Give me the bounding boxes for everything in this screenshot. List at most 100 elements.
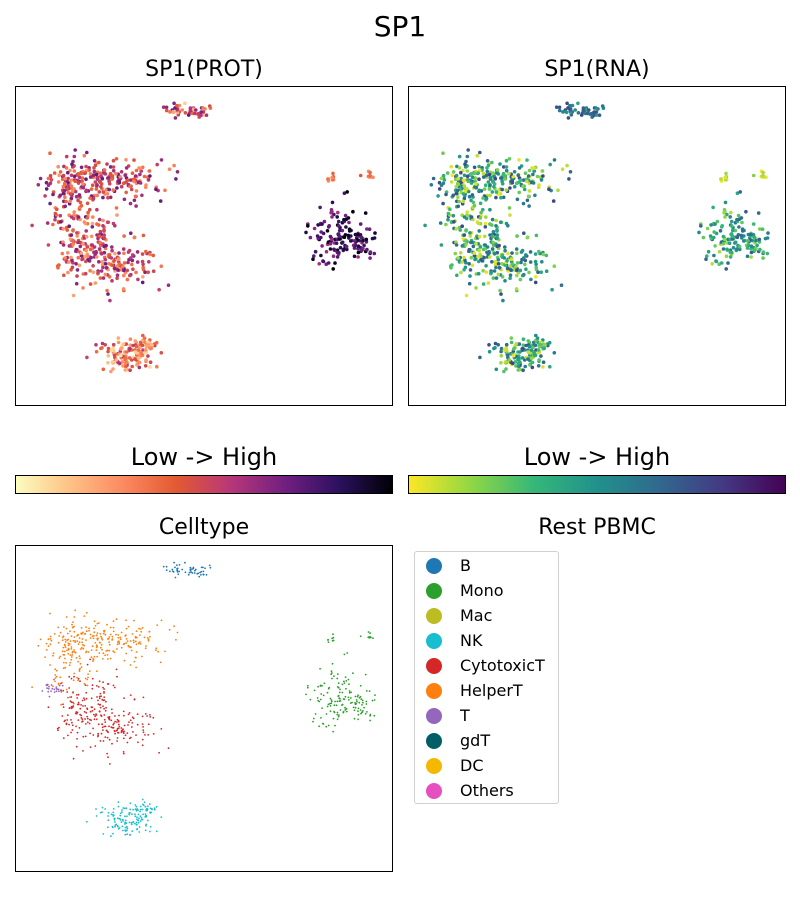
scatter-point: [554, 105, 559, 109]
scatter-point: [120, 360, 125, 364]
scatter-point: [496, 343, 501, 347]
scatter-point: [64, 199, 68, 204]
celltype-point: [72, 691, 74, 694]
celltype-point: [336, 673, 339, 675]
scatter-point: [52, 171, 57, 175]
scatter-point: [122, 261, 127, 265]
celltype-point: [108, 738, 111, 741]
celltype-point: [133, 641, 135, 644]
celltype-point: [68, 687, 71, 689]
celltype-point: [145, 824, 147, 827]
scatter-point: [89, 187, 94, 191]
scatter-point: [453, 251, 458, 256]
scatter-point: [565, 163, 569, 168]
scatter-point: [749, 250, 754, 255]
celltype-point: [120, 646, 123, 649]
celltype-point: [70, 635, 73, 637]
scatter-point: [500, 181, 505, 186]
scatter-point: [158, 199, 163, 203]
scatter-point: [77, 175, 82, 179]
scatter-point: [128, 178, 133, 182]
scatter-point: [84, 229, 88, 233]
celltype-point: [317, 699, 320, 702]
scatter-point: [332, 247, 336, 252]
celltype-point: [352, 672, 354, 675]
celltype-point: [88, 629, 90, 632]
celltype-point: [139, 820, 142, 822]
scatter-point: [474, 182, 478, 186]
scatter-point: [481, 171, 486, 176]
scatter-point: [461, 192, 466, 196]
scatter-point: [203, 107, 207, 111]
scatter-point: [99, 184, 103, 189]
scatter-point: [372, 251, 377, 256]
celltype-point: [306, 684, 309, 687]
celltype-point: [88, 670, 91, 673]
celltype-point: [47, 687, 50, 690]
scatter-point: [94, 187, 99, 191]
celltype-point: [333, 710, 335, 713]
celltype-point: [184, 561, 186, 564]
scatter-point: [83, 271, 88, 276]
rna-colorbar-label: Low -> High: [523, 443, 671, 471]
scatter-point: [362, 243, 366, 248]
celltype-point: [108, 718, 111, 721]
scatter-point: [486, 281, 491, 285]
celltype-point: [115, 668, 118, 671]
celltype-point: [320, 717, 322, 719]
celltype-point: [172, 570, 175, 573]
scatter-point: [735, 235, 740, 239]
celltype-point: [127, 713, 130, 716]
celltype-point: [169, 570, 171, 573]
scatter-point: [61, 227, 65, 231]
celltype-point: [80, 714, 83, 717]
celltype-point: [83, 699, 86, 701]
celltype-point: [147, 819, 149, 822]
celltype-point: [331, 637, 333, 640]
legend-marker: [426, 608, 442, 624]
celltype-point: [60, 689, 62, 692]
celltype-point: [93, 631, 96, 634]
celltype-point: [149, 825, 152, 828]
celltype-point: [338, 714, 340, 716]
celltype-point: [47, 645, 50, 648]
celltype-point: [345, 687, 347, 690]
celltype-point: [112, 620, 115, 623]
legend-entry: gdT: [415, 730, 560, 752]
scatter-point: [58, 193, 63, 198]
scatter-point: [523, 364, 527, 369]
celltype-point: [329, 697, 332, 700]
celltype-point: [64, 719, 66, 722]
celltype-point: [124, 819, 127, 822]
celltype-point: [75, 745, 78, 748]
celltype-point: [329, 710, 332, 713]
celltype-point: [116, 675, 118, 678]
scatter-point: [105, 220, 110, 224]
celltype-point: [80, 717, 83, 719]
scatter-point: [463, 243, 468, 247]
celltype-point: [133, 660, 136, 663]
celltype-point: [57, 626, 60, 629]
celltype-point: [87, 651, 90, 653]
scatter-point: [30, 223, 34, 228]
scatter-point: [502, 369, 506, 374]
scatter-point: [71, 238, 75, 243]
scatter-point: [368, 256, 372, 260]
scatter-point: [99, 182, 104, 186]
scatter-point: [527, 344, 532, 349]
celltype-point: [134, 656, 137, 659]
scatter-point: [724, 254, 729, 258]
celltype-point: [341, 683, 344, 686]
scatter-point: [474, 286, 478, 290]
scatter-point: [470, 175, 475, 179]
scatter-point: [456, 256, 460, 260]
scatter-point: [720, 224, 724, 228]
scatter-point: [483, 183, 488, 187]
celltype-point: [139, 805, 142, 808]
celltype-point: [53, 633, 56, 635]
celltype-point: [106, 654, 109, 656]
celltype-point: [178, 570, 181, 573]
celltype-point: [102, 652, 105, 655]
scatter-point: [484, 264, 488, 268]
